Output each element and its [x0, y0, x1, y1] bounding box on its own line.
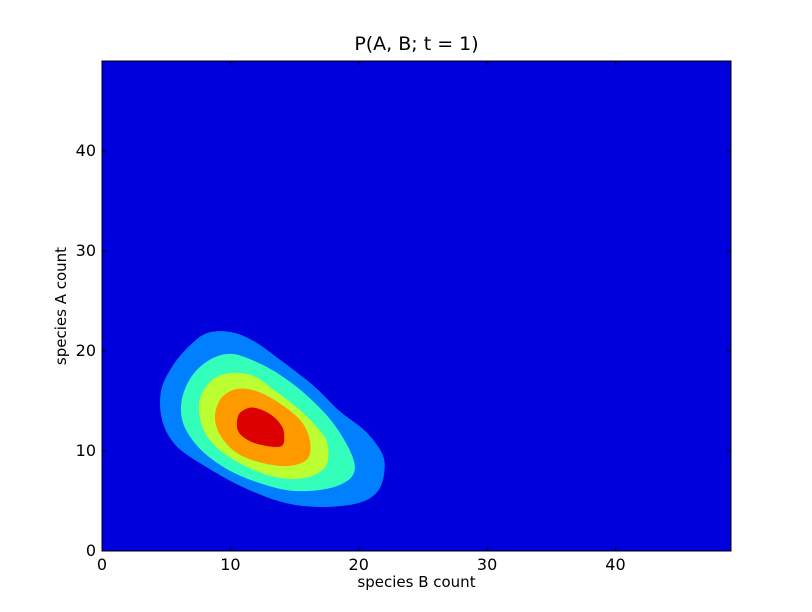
contour-levels [160, 331, 385, 508]
x-tick-label: 40 [605, 555, 625, 574]
y-axis-label: species A count [52, 247, 70, 365]
y-tick-label: 10 [76, 441, 96, 460]
y-tick-label: 0 [86, 541, 96, 560]
x-tick-label: 10 [220, 555, 240, 574]
x-tick-label: 0 [97, 555, 107, 574]
x-axis-label: species B count [357, 573, 475, 591]
chart-title: P(A, B; t = 1) [354, 33, 478, 55]
y-tick-label: 40 [76, 141, 96, 160]
x-tick-label: 30 [477, 555, 497, 574]
contour-background-level [102, 61, 731, 551]
contour-level-5 [236, 407, 285, 447]
y-tick-label: 30 [76, 241, 96, 260]
x-tick-label: 20 [349, 555, 369, 574]
axis-ticks: 0 10 20 30 40 0 10 20 30 40 [76, 61, 731, 574]
plot-frame [101, 60, 732, 552]
y-tick-label: 20 [76, 341, 96, 360]
plot-area [102, 61, 731, 551]
